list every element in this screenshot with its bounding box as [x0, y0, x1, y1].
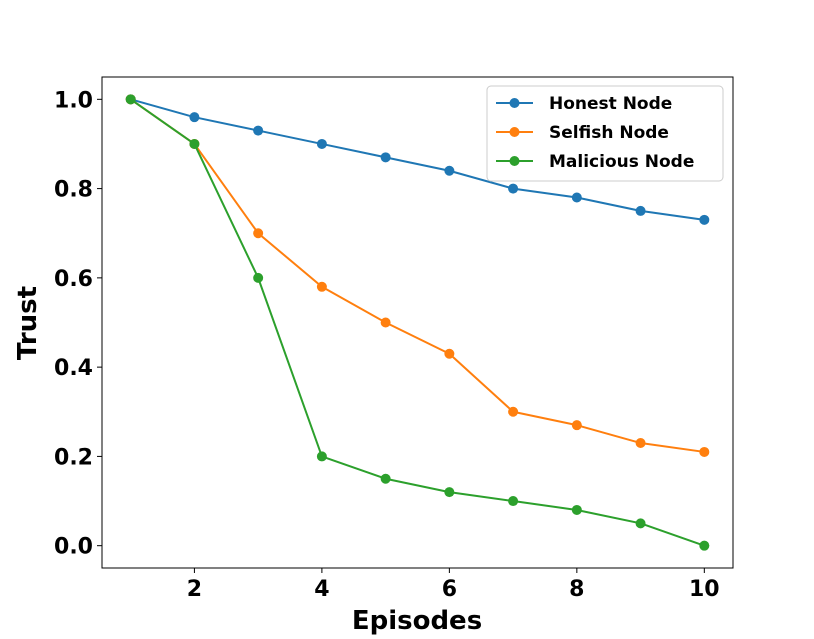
legend-item: Selfish Node — [496, 123, 669, 143]
series-layer — [125, 94, 710, 551]
data-point — [316, 281, 327, 292]
data-point — [444, 348, 455, 359]
data-point — [699, 446, 710, 457]
y-axis: 0.0 0.2 0.4 0.6 0.8 1.0 — [54, 88, 102, 560]
x-tick-label: 8 — [569, 577, 584, 602]
data-point — [571, 192, 582, 203]
x-tick-label: 4 — [314, 577, 329, 602]
series-malicious-node — [125, 94, 710, 551]
data-point — [253, 125, 264, 136]
data-point — [316, 138, 327, 149]
legend-box — [486, 85, 724, 182]
data-point — [508, 406, 519, 417]
plot-area — [101, 76, 734, 569]
data-point — [571, 504, 582, 515]
series-line — [130, 98, 705, 221]
data-point — [444, 487, 455, 498]
y-tick-label: 1.0 — [54, 88, 93, 113]
data-point — [125, 94, 136, 105]
x-axis-label: Episodes — [352, 606, 482, 636]
data-point — [253, 228, 264, 239]
data-point — [635, 518, 646, 529]
data-point — [253, 272, 264, 283]
data-point — [635, 205, 646, 216]
legend-marker — [509, 98, 520, 108]
data-point — [444, 165, 455, 176]
plot-frame — [101, 76, 734, 569]
data-point — [189, 138, 200, 149]
y-tick-label: 0.8 — [54, 178, 93, 203]
x-axis: 2 4 6 8 10 — [187, 568, 720, 602]
data-point — [699, 540, 710, 551]
x-tick-label: 10 — [689, 577, 720, 602]
legend-label: Selfish Node — [549, 123, 669, 143]
x-tick-label: 6 — [442, 577, 457, 602]
legend-marker — [509, 127, 520, 137]
data-point — [508, 496, 519, 507]
legend-label: Malicious Node — [549, 152, 694, 172]
data-point — [189, 112, 200, 123]
legend-marker — [509, 156, 520, 166]
legend: Honest Node Selfish Node Malicious Node — [486, 85, 724, 182]
y-tick-label: 0.0 — [54, 535, 93, 560]
y-axis-label: Trust — [13, 286, 43, 360]
y-tick-label: 0.2 — [54, 445, 93, 470]
x-tick-label: 2 — [187, 577, 202, 602]
data-point — [508, 183, 519, 194]
data-point — [380, 152, 391, 163]
legend-item: Malicious Node — [496, 152, 694, 172]
series-line — [130, 98, 705, 453]
legend-label: Honest Node — [549, 94, 672, 114]
legend-item: Honest Node — [496, 94, 672, 114]
series-line — [130, 98, 705, 547]
y-tick-label: 0.4 — [54, 356, 93, 381]
data-point — [699, 214, 710, 225]
data-point — [571, 420, 582, 431]
data-point — [380, 473, 391, 484]
data-point — [380, 317, 391, 328]
y-tick-label: 0.6 — [54, 267, 93, 292]
data-point — [316, 451, 327, 462]
data-point — [635, 438, 646, 449]
